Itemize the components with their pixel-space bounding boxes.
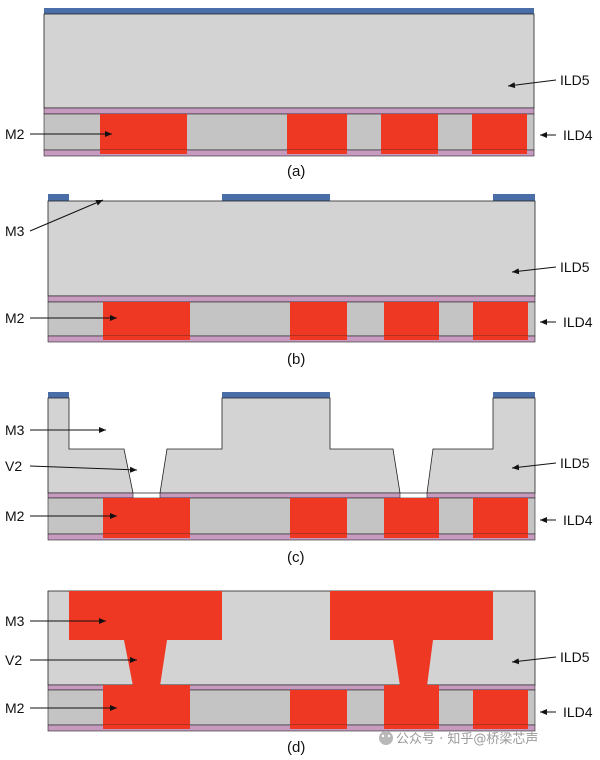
m2-line — [384, 498, 439, 540]
m3-via-fill — [330, 591, 493, 686]
panel-caption: (c) — [287, 549, 305, 566]
m2-line — [384, 725, 439, 729]
label-m2: M2 — [5, 310, 25, 326]
m2-line — [472, 150, 527, 154]
label-ild4: ILD4 — [563, 512, 593, 528]
label-m2: M2 — [5, 508, 25, 524]
m2-line — [100, 150, 187, 154]
m2-line — [472, 114, 527, 155]
m2-line — [384, 685, 439, 731]
panel-d: M3 V2 M2 ILD5 ILD4 (d) — [5, 590, 593, 756]
panel-caption: (b) — [287, 351, 305, 368]
leader-line — [29, 465, 138, 473]
label-m2: M2 — [5, 700, 25, 716]
wechat-icon-dot — [387, 734, 391, 738]
cap-layer-top — [43, 107, 535, 115]
m2-line — [290, 336, 347, 340]
ild5-layer — [47, 200, 536, 297]
leader-line — [29, 199, 104, 232]
m2-line — [103, 336, 190, 340]
label-m3: M3 — [5, 223, 25, 239]
leader-line — [511, 462, 557, 471]
cap-layer-top — [47, 295, 536, 303]
label-ild4: ILD4 — [563, 704, 593, 720]
watermark: 公众号 · 知乎@桥梁芯声 — [379, 731, 538, 747]
m2-line — [287, 114, 347, 155]
ild5-layer — [43, 13, 535, 109]
m2-line — [103, 534, 190, 538]
m2-line — [290, 725, 347, 729]
m2-line — [103, 302, 190, 342]
m2-line — [290, 690, 347, 731]
hardmask-block — [222, 392, 330, 398]
m2-line — [473, 498, 528, 540]
m2-line — [384, 336, 439, 340]
hardmask-block — [222, 194, 330, 201]
hardmask-layer — [44, 8, 534, 14]
panel-caption: (d) — [287, 739, 305, 756]
leader-line — [511, 266, 557, 275]
watermark-text: 公众号 · 知乎@桥梁芯声 — [396, 731, 538, 747]
panel-caption: (a) — [287, 163, 305, 180]
cap-layer-top — [159, 492, 401, 499]
wechat-icon-dot — [381, 734, 385, 738]
m2-line — [384, 534, 439, 538]
label-v2: V2 — [5, 458, 22, 474]
leader-line — [511, 656, 557, 665]
m2-line — [473, 725, 528, 729]
m2-line — [473, 336, 528, 340]
m2-line — [381, 150, 438, 154]
m2-line — [103, 685, 190, 731]
label-ild5: ILD5 — [560, 72, 590, 88]
label-ild5: ILD5 — [560, 649, 590, 665]
hardmask-block — [493, 392, 535, 398]
m2-line — [384, 302, 439, 342]
label-ild5: ILD5 — [560, 259, 590, 275]
label-m3: M3 — [5, 613, 25, 629]
leader-line — [507, 79, 557, 89]
m2-line — [287, 150, 347, 154]
m2-line — [100, 114, 187, 155]
m2-line — [290, 302, 347, 342]
label-ild4: ILD4 — [563, 127, 593, 143]
hardmask-block — [48, 194, 69, 201]
m2-line — [473, 302, 528, 342]
label-ild4: ILD4 — [563, 314, 593, 330]
hardmask-block — [493, 194, 535, 201]
label-v2: V2 — [5, 652, 22, 668]
label-ild5: ILD5 — [560, 455, 590, 471]
via-landing — [133, 684, 160, 688]
m3-via-fill — [69, 591, 222, 686]
cap-layer-top — [47, 492, 134, 499]
label-m2: M2 — [5, 126, 25, 142]
hardmask-block — [48, 392, 69, 398]
cap-layer-top — [159, 684, 401, 691]
wechat-icon — [379, 731, 393, 745]
cap-layer-top — [426, 492, 536, 499]
cap-layer-top — [426, 684, 536, 691]
panel-b: M3 M2 ILD5 ILD4 (b) — [5, 194, 593, 368]
m2-line — [473, 690, 528, 731]
m2-line — [103, 725, 190, 729]
ild5-patterned — [47, 397, 536, 494]
m2-line — [290, 534, 347, 538]
m2-line — [381, 114, 438, 155]
label-m3: M3 — [5, 422, 25, 438]
via-landing — [400, 684, 427, 688]
m2-line — [290, 498, 347, 540]
m2-line — [473, 534, 528, 538]
panel-c: M3 V2 M2 ILD5 ILD4 (c) — [5, 392, 593, 566]
panel-a: M2 ILD5 ILD4 (a) — [5, 8, 593, 180]
m2-line — [103, 498, 190, 540]
